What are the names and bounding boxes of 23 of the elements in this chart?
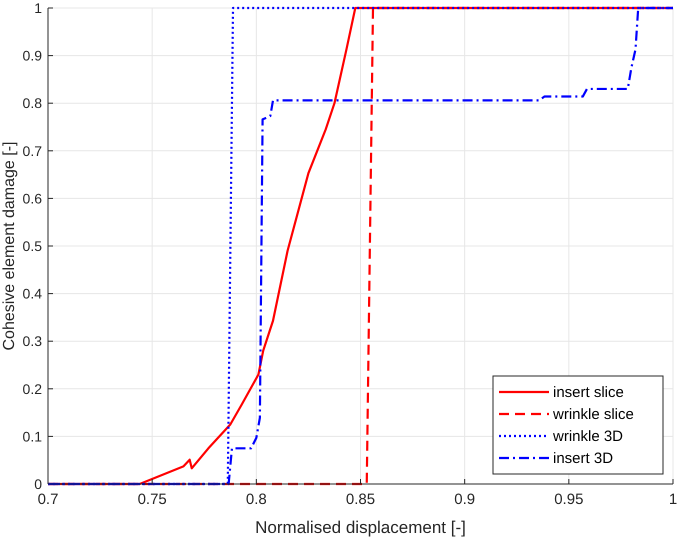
- y-tick-label: 0: [34, 476, 42, 492]
- x-tick-label: 0.75: [138, 491, 167, 508]
- y-tick-label: 0.5: [22, 238, 42, 254]
- legend-label: insert slice: [553, 384, 624, 401]
- y-tick-label: 0.3: [22, 333, 42, 350]
- y-tick-label: 0.4: [22, 286, 42, 302]
- x-tick-label: 0.95: [554, 491, 584, 508]
- y-axis-title: Cohesive element damage [-]: [1, 142, 18, 350]
- x-axis-title: Normalised displacement [-]: [255, 518, 466, 537]
- x-tick-label: 0.8: [246, 491, 267, 508]
- y-tick-label: 0.9: [22, 48, 42, 64]
- y-tick-label: 0.7: [22, 142, 42, 159]
- legend-label: insert 3D: [553, 450, 614, 467]
- x-tick-label: 1: [668, 491, 678, 508]
- x-tick-label: 0.85: [346, 491, 376, 508]
- y-tick-label: 0.1: [22, 428, 42, 444]
- legend-label: wrinkle slice: [552, 406, 634, 423]
- x-tick-label: 0.9: [454, 491, 476, 508]
- y-tick-label: 0.6: [22, 190, 42, 206]
- y-tick-label: 0.2: [22, 380, 42, 397]
- y-tick-label: 0.8: [22, 95, 42, 112]
- legend-label: wrinkle 3D: [552, 428, 624, 445]
- y-tick-label: 1: [34, 0, 42, 16]
